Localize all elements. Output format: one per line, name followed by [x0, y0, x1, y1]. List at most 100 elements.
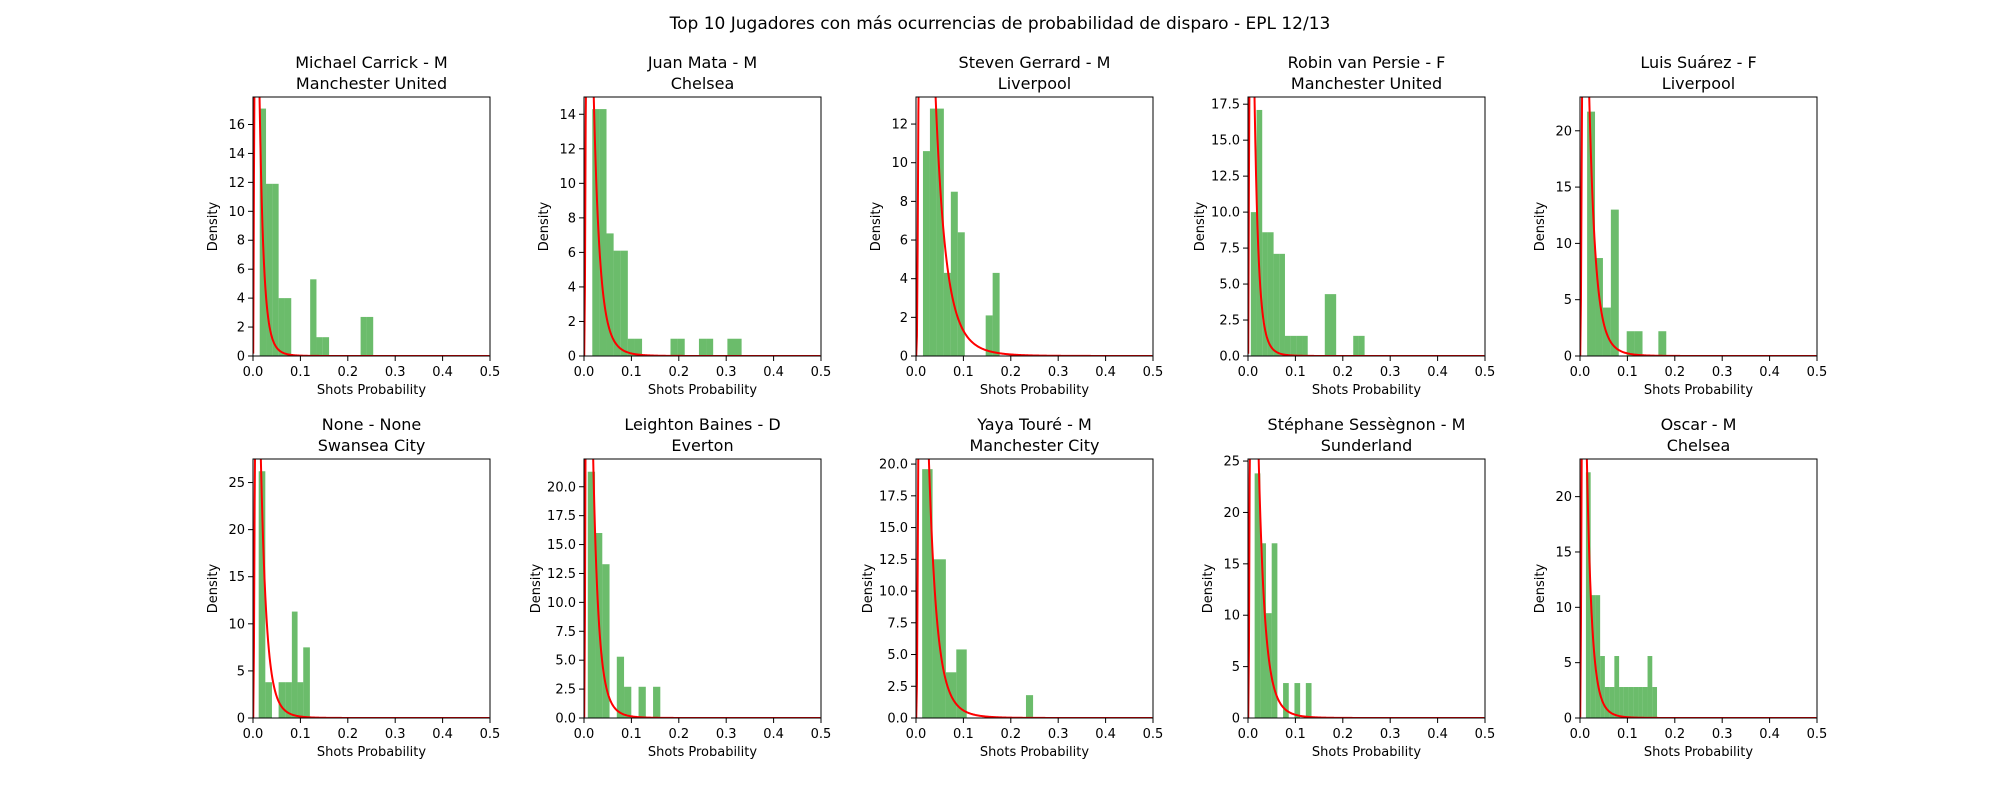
histogram-bar: [1604, 687, 1610, 718]
y-axis-label: Density: [869, 201, 884, 251]
subplot-subtitle: Everton: [671, 436, 733, 455]
histogram-bar: [606, 233, 614, 356]
y-tick-label: 5.0: [1219, 278, 1240, 293]
y-axis-label: Density: [537, 201, 552, 251]
axes-frame: [583, 96, 822, 357]
histogram-bar: [272, 183, 279, 356]
axes-frame: [1579, 458, 1818, 719]
y-tick-label: 10: [1555, 237, 1572, 252]
histogram-bar: [266, 183, 273, 356]
histogram-bar: [1634, 331, 1643, 356]
histogram-bar: [1628, 687, 1634, 718]
x-axis-label: Shots Probability: [980, 383, 1089, 398]
y-tick-label: 4: [568, 280, 576, 295]
x-tick-label: 0.4: [432, 727, 453, 742]
histogram-bar: [1633, 687, 1639, 718]
y-tick-label: 10: [1555, 601, 1572, 616]
histogram-bar: [624, 686, 632, 718]
x-axis-label: Shots Probability: [1644, 383, 1753, 398]
subplot: 0.0 0.1 0.2 0.3 0.4 0.5 0.0 2.5 5.0 7.5 10.0 12.5 15…: [1193, 53, 1496, 398]
x-tick-label: 0.3: [1712, 365, 1733, 380]
x-tick-label: 0.5: [1807, 727, 1828, 742]
x-tick-label: 0.4: [1095, 727, 1116, 742]
x-tick-label: 0.2: [337, 365, 358, 380]
histogram-bar: [1324, 294, 1331, 356]
y-tick-label: 15.0: [1211, 134, 1240, 149]
y-tick-label: 5: [1232, 660, 1240, 675]
x-tick-label: 0.0: [906, 365, 927, 380]
histogram-bar: [1283, 683, 1289, 718]
x-tick-label: 0.0: [906, 727, 927, 742]
axes-frame: [252, 96, 491, 357]
y-tick-label: 15: [1555, 545, 1572, 560]
y-tick-label: 17.5: [547, 509, 576, 524]
histogram-bar: [278, 298, 285, 356]
y-tick-label: 6: [900, 234, 908, 249]
x-tick-label: 0.5: [1475, 365, 1496, 380]
subplot: 0.0 0.1 0.2 0.3 0.4 0.5 0 5 10 15 20 Luis Suárez - …: [1533, 53, 1827, 398]
axes-frame: [1247, 96, 1486, 357]
subplot: 0.0 0.1 0.2 0.3 0.4 0.5 0 2 4 6 8 10 12 Steven Gerrar…: [869, 53, 1163, 398]
x-tick-label: 0.5: [1143, 727, 1164, 742]
x-tick-label: 0.0: [574, 365, 595, 380]
histogram-bar: [1595, 595, 1601, 718]
histogram-bar: [1267, 232, 1274, 356]
x-tick-label: 0.2: [1332, 727, 1353, 742]
axes-frame: [1579, 96, 1818, 357]
x-tick-label: 0.4: [1427, 727, 1448, 742]
y-tick-label: 10.0: [879, 585, 908, 600]
histogram-bar: [1254, 473, 1261, 718]
subplot-subtitle: Chelsea: [1667, 436, 1731, 455]
y-tick-label: 17.5: [879, 489, 908, 504]
histogram-bar: [1638, 687, 1643, 718]
axes-frame: [1247, 458, 1486, 719]
x-tick-label: 0.2: [1000, 727, 1021, 742]
y-tick-label: 12.5: [1211, 170, 1240, 185]
x-tick-label: 0.0: [1570, 365, 1591, 380]
histogram-bar: [1353, 335, 1359, 356]
histogram-bar: [322, 337, 330, 356]
histogram-bar: [1296, 335, 1303, 356]
histogram-bar: [310, 279, 317, 356]
histogram-bar: [1623, 687, 1629, 718]
y-tick-label: 10: [1223, 609, 1240, 624]
histogram-bar: [956, 649, 967, 718]
axes-frame: [915, 458, 1154, 719]
x-tick-label: 0.2: [1664, 727, 1685, 742]
y-axis-label: Density: [1533, 201, 1548, 251]
histogram-bar: [992, 272, 1000, 356]
histogram-bar: [1619, 687, 1624, 718]
histogram-bar: [599, 109, 607, 356]
histogram-bar: [1610, 209, 1619, 356]
y-tick-label: 0: [1232, 712, 1240, 727]
subplot-subtitle: Manchester United: [1291, 74, 1442, 93]
subplot-title: Yaya Touré - M: [976, 415, 1092, 434]
histogram-bar: [1284, 335, 1291, 356]
y-tick-label: 5: [237, 664, 245, 679]
histogram-bar: [677, 338, 685, 356]
y-tick-label: 15: [1555, 181, 1572, 196]
histogram-bar: [734, 338, 742, 356]
histogram-bar: [1652, 687, 1658, 718]
x-axis-label: Shots Probability: [317, 383, 426, 398]
subplot: 0.0 0.1 0.2 0.3 0.4 0.5 0 5 10 15 20 25 None - None S…: [206, 415, 500, 760]
x-tick-label: 0.3: [716, 365, 737, 380]
y-tick-label: 12: [891, 118, 908, 133]
subplot-grid: 0.0 0.1 0.2 0.3 0.4 0.5 0 2 4 6 8 10 12 14 16 Michael C…: [206, 53, 1828, 760]
y-tick-label: 20: [1555, 124, 1572, 139]
histogram-bar: [1330, 294, 1337, 356]
y-tick-label: 0.0: [1219, 350, 1240, 365]
y-tick-label: 8: [568, 211, 576, 226]
x-tick-label: 0.4: [763, 365, 784, 380]
y-tick-label: 4: [900, 272, 908, 287]
x-tick-label: 0.1: [290, 365, 311, 380]
histogram-bar: [1585, 472, 1591, 718]
density-curve: [1248, 97, 1485, 356]
histogram-bar: [1614, 656, 1620, 718]
y-tick-label: 20.0: [879, 458, 908, 473]
y-tick-label: 10.0: [1211, 206, 1240, 221]
x-tick-label: 0.1: [1617, 727, 1638, 742]
subplot-title: Oscar - M: [1661, 415, 1737, 434]
y-tick-label: 8: [900, 195, 908, 210]
histogram-bar: [587, 471, 596, 718]
